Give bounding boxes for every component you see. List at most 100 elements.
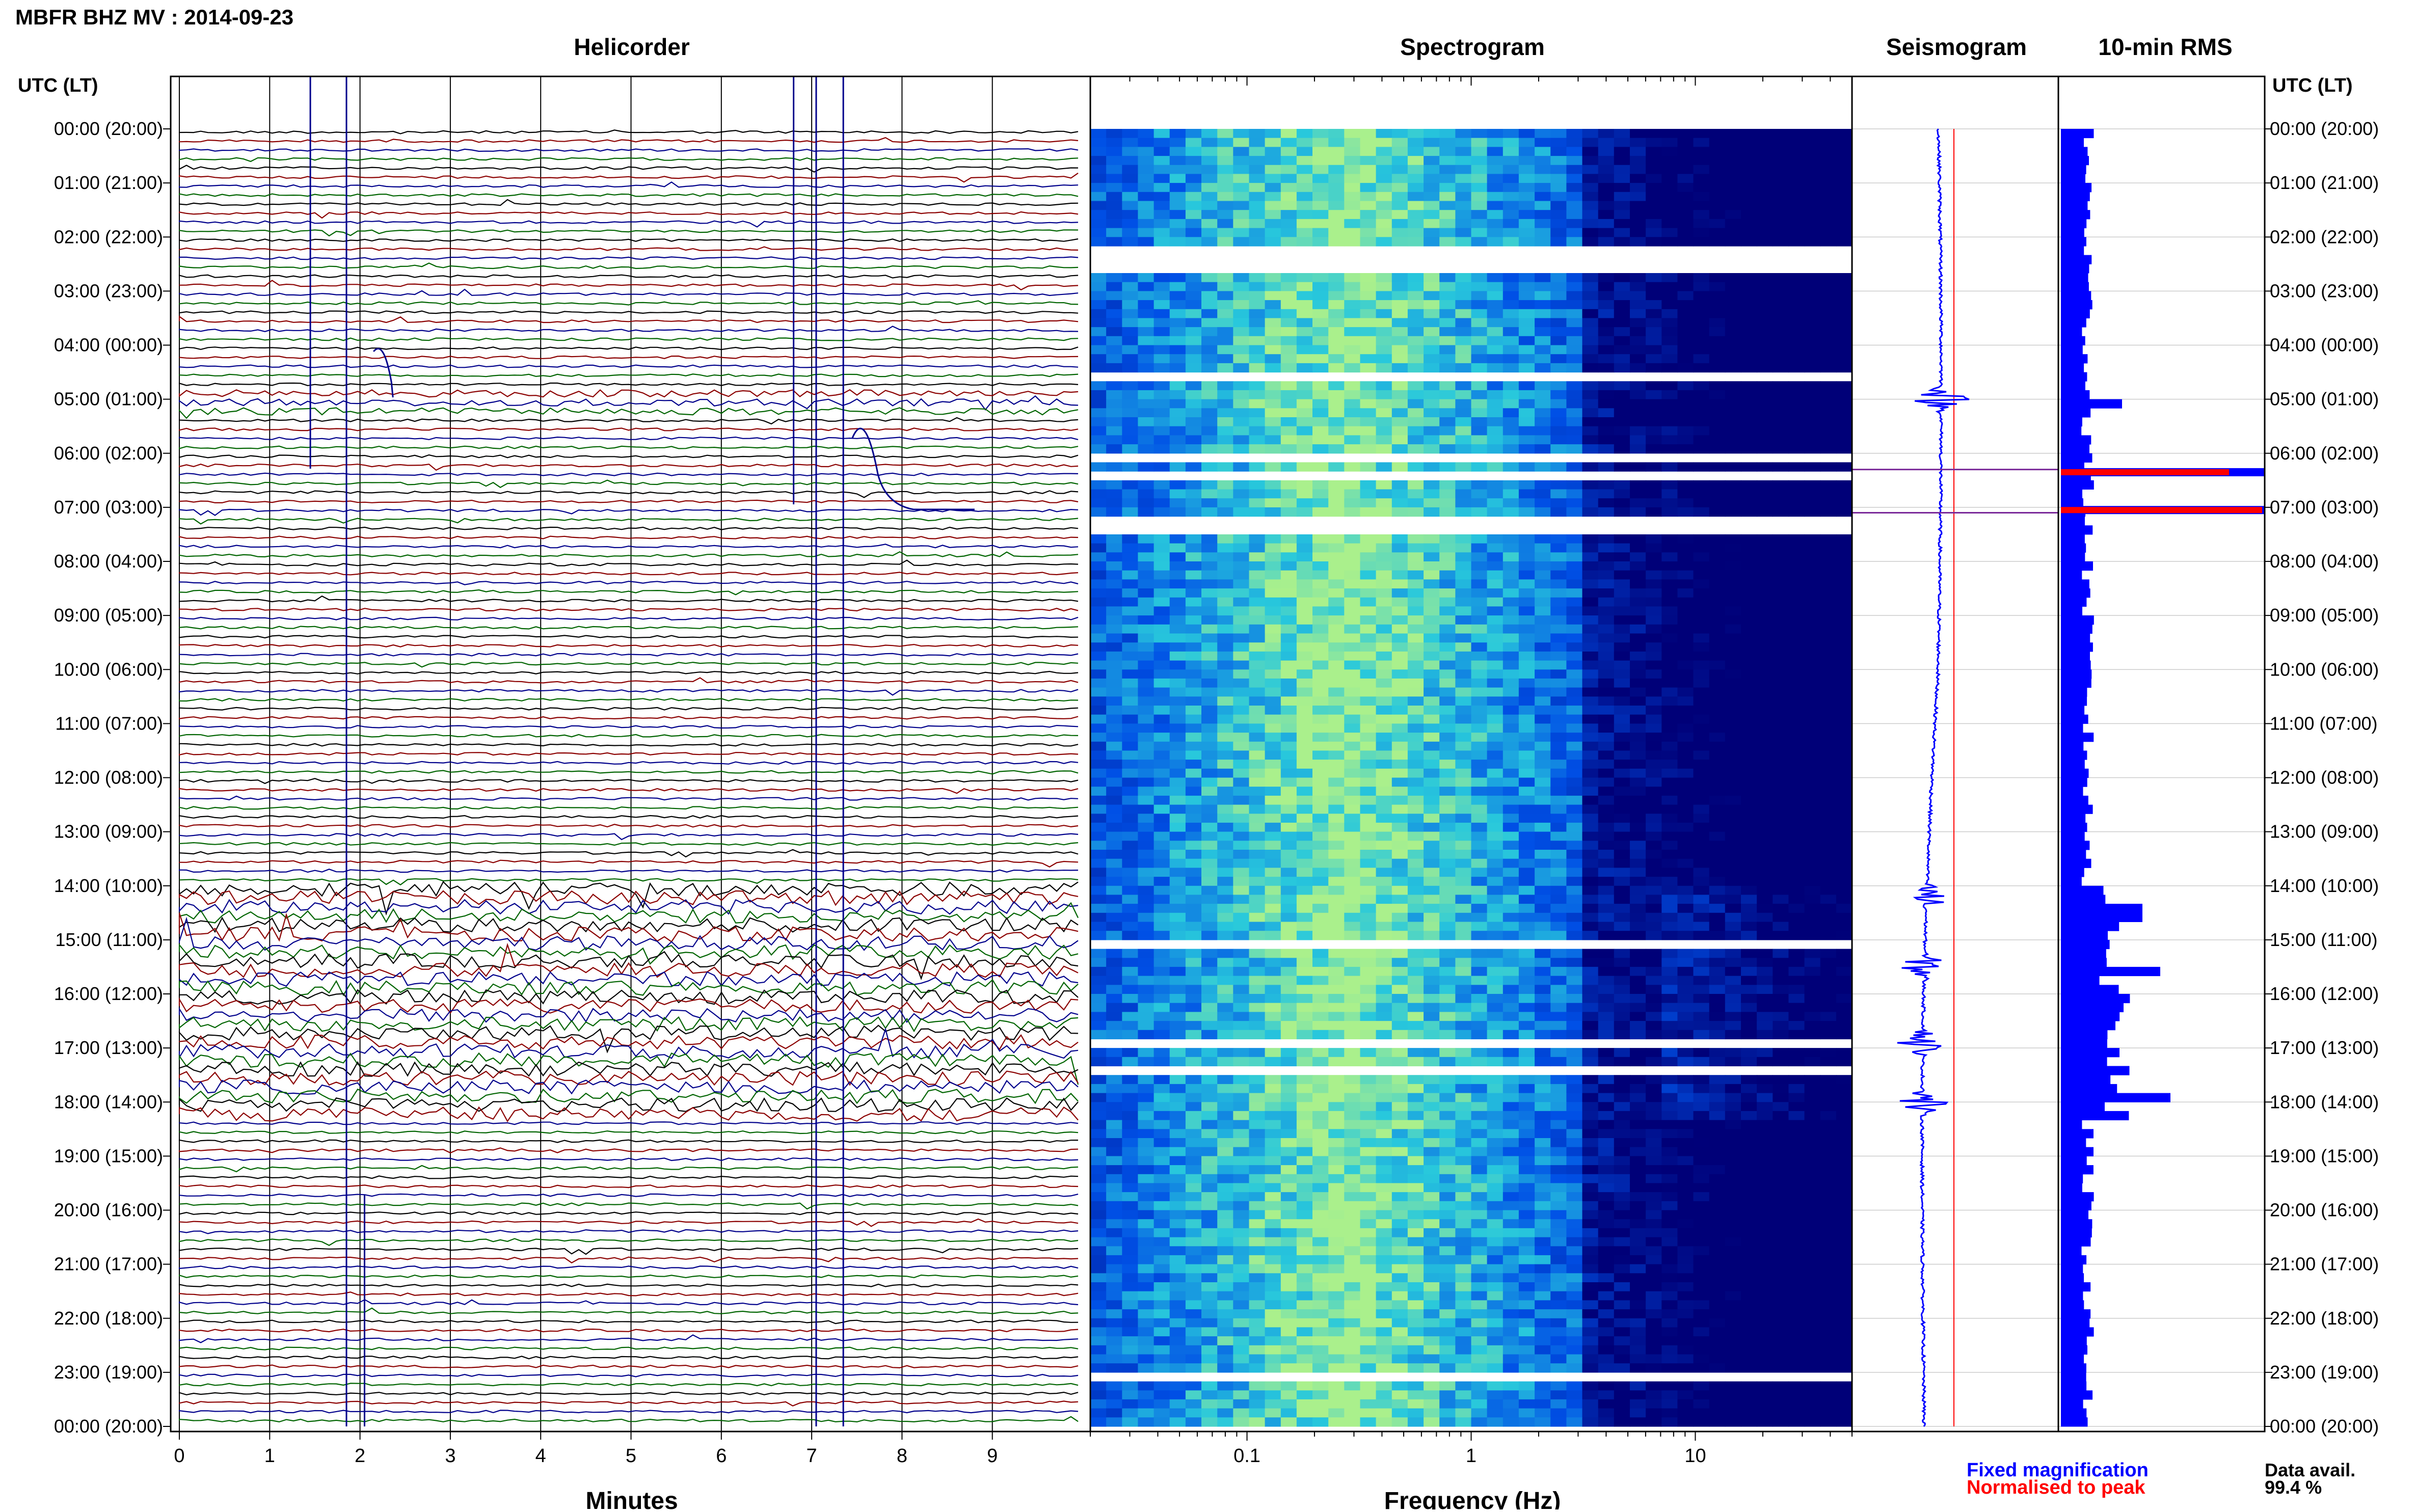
spectrogram-cell [1502,354,1519,364]
spectrogram-cell [1455,336,1472,346]
spectrogram-cell [1598,1012,1615,1021]
spectrogram-cell [1614,1084,1630,1094]
spectrogram-cell [1677,858,1694,868]
spectrogram-cell [1550,498,1567,508]
spectrogram-cell [1614,129,1630,139]
spectrogram-cell [1376,669,1392,679]
spectrogram-cell [1328,723,1345,733]
spectrogram-cell [1566,201,1583,210]
spectrogram-cell [1185,417,1202,427]
spectrogram-cell [1185,922,1202,931]
spectrogram-cell [1661,183,1678,193]
spectrogram-cell [1661,588,1678,598]
spectrogram-cell [1249,1120,1266,1129]
spectrogram-cell [1471,651,1488,661]
spectrogram-cell [1217,597,1234,607]
spectrogram-cell [1518,1102,1535,1112]
spectrogram-cell [1550,129,1567,139]
spectrogram-cell [1677,291,1694,301]
spectrogram-cell [1201,895,1218,904]
spectrogram-cell [1249,976,1266,985]
spectrogram-cell [1106,1120,1122,1129]
spectrogram-cell [1360,931,1377,940]
spectrogram-cell [1788,733,1805,742]
spectrogram-cell [1249,714,1266,724]
spectrogram-cell [1535,192,1551,202]
spectrogram-cell [1566,192,1583,202]
spectrogram-cell [1820,1003,1837,1012]
spectrogram-cell [1788,327,1805,337]
spectrogram-cell [1265,669,1281,679]
spectrogram-cell [1582,237,1599,247]
spectrogram-cell [1741,1093,1757,1102]
spectrogram-cell [1709,1003,1726,1012]
spectrogram-cell [1296,1111,1313,1121]
spectrogram-cell [1741,949,1757,958]
spectrogram-cell [1804,588,1821,598]
spectrogram-cell [1296,192,1313,202]
spectrogram-cell [1773,831,1789,841]
spectrogram-cell [1201,399,1218,409]
spectrogram-cell [1661,760,1678,769]
spectrogram-cell [1741,696,1757,706]
spectrogram-cell [1518,228,1535,237]
spectrogram-cell [1646,1057,1662,1067]
spectrogram-cell [1312,597,1329,607]
spectrogram-cell [1518,741,1535,751]
spectrogram-cell [1424,408,1440,418]
spectrogram-cell [1614,147,1630,156]
spectrogram-cell [1376,363,1392,373]
spectrogram-cell [1741,1156,1757,1166]
spectrogram-cell [1249,669,1266,679]
spectrogram-cell [1550,994,1567,1004]
spectrogram-cell [1296,831,1313,841]
spectrogram-cell [1106,777,1122,787]
spectrogram-cell [1360,777,1377,787]
spectrogram-cell [1169,480,1186,490]
spectrogram-cell [1502,327,1519,337]
spectrogram-cell [1407,498,1424,508]
spectrogram-cell [1138,696,1155,706]
spectrogram-cell [1836,696,1853,706]
spectrogram-cell [1836,570,1853,580]
spectrogram-cell [1693,1120,1710,1129]
spectrogram-cell [1661,282,1678,291]
spectrogram-cell [1788,345,1805,355]
spectrogram-cell [1773,318,1789,328]
spectrogram-cell [1487,390,1504,400]
spectrogram-cell [1153,192,1170,202]
spectrogram-cell [1535,850,1551,859]
spectrogram-cell [1487,165,1504,175]
spectrogram-cell [1280,660,1297,670]
spectrogram-cell [1693,642,1710,652]
spectrogram-cell [1439,318,1456,328]
spectrogram-cell [1566,282,1583,291]
spectrogram-cell [1709,1075,1726,1085]
spectrogram-cell [1391,958,1408,967]
spectrogram-cell [1312,858,1329,868]
spectrogram-cell [1296,931,1313,940]
spectrogram-cell [1725,877,1741,886]
spectrogram-cell [1614,345,1630,355]
spectrogram-cell [1836,1093,1853,1102]
spectrogram-cell [1582,733,1599,742]
spectrogram-cell [1138,588,1155,598]
spectrogram-cell [1391,768,1408,778]
spectrogram-cell [1312,228,1329,237]
spectrogram-cell [1836,210,1853,220]
spectrogram-cell [1424,237,1440,247]
spectrogram-cell [1773,192,1789,202]
spectrogram-cell [1106,444,1122,454]
spectrogram-cell [1773,138,1789,147]
spectrogram-cell [1138,489,1155,499]
spectrogram-cell [1122,723,1139,733]
spectrogram-cell [1312,399,1329,409]
spectrogram-cell [1518,1012,1535,1021]
spectrogram-cell [1265,228,1281,237]
spectrogram-cell [1217,165,1234,175]
spectrogram-cell [1725,1138,1741,1148]
spectrogram-cell [1820,1147,1837,1156]
spectrogram-cell [1598,795,1615,805]
spectrogram-cell [1106,210,1122,220]
spectrogram-cell [1153,318,1170,328]
